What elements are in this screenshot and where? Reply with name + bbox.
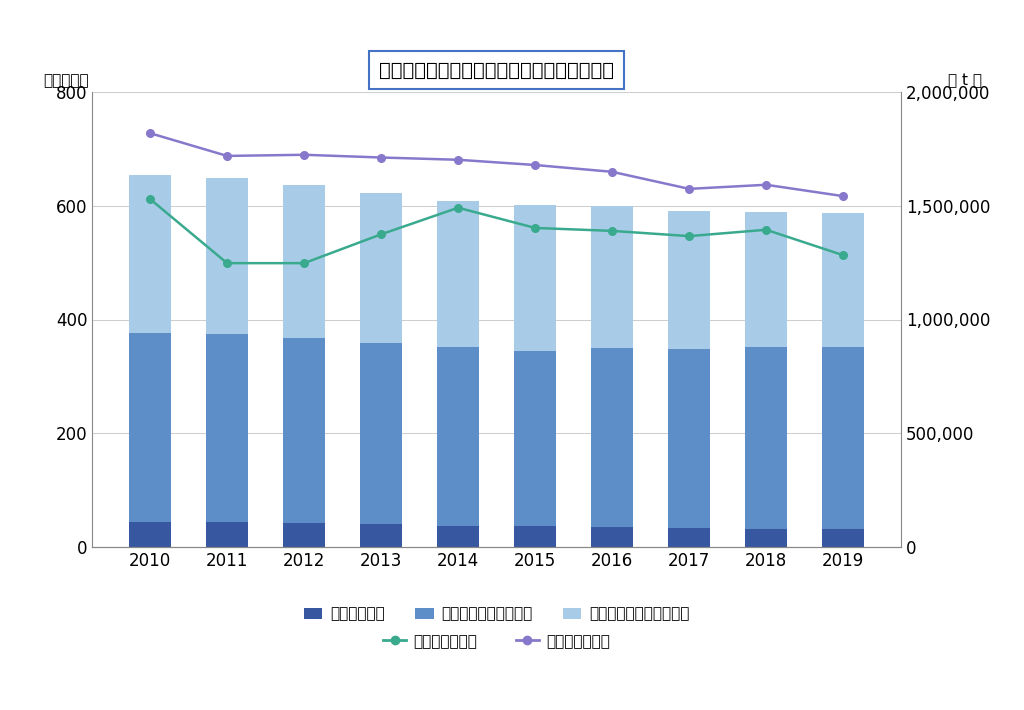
Bar	[668, 211, 711, 349]
Bar	[129, 522, 171, 547]
Bar	[437, 201, 479, 346]
Bar	[514, 526, 556, 547]
Bar	[822, 346, 864, 528]
Bar	[206, 334, 248, 523]
Title: 卸売市場市場と水産食用加工品生産量の推移: 卸売市場市場と水産食用加工品生産量の推移	[379, 60, 614, 80]
Bar	[822, 213, 864, 346]
Bar	[668, 349, 711, 528]
Bar	[514, 351, 556, 526]
Text: （ t ）: （ t ）	[948, 72, 982, 88]
Bar	[283, 185, 326, 338]
Bar	[283, 523, 326, 547]
Bar	[129, 175, 171, 332]
Bar	[360, 524, 402, 547]
Bar	[437, 346, 479, 525]
Bar	[745, 212, 787, 346]
Bar	[591, 348, 633, 527]
Text: （市場数）: （市場数）	[44, 72, 89, 88]
Bar	[206, 523, 248, 547]
Bar	[514, 205, 556, 351]
Bar	[129, 332, 171, 522]
Bar	[360, 193, 402, 344]
Legend: 生鮮冷凍水産物, 水産食用加工品: 生鮮冷凍水産物, 水産食用加工品	[377, 628, 616, 655]
Bar	[745, 528, 787, 547]
Bar	[283, 338, 326, 523]
Bar	[206, 178, 248, 334]
Bar	[591, 527, 633, 547]
Bar	[437, 525, 479, 547]
Bar	[668, 528, 711, 547]
Bar	[360, 344, 402, 524]
Bar	[591, 206, 633, 348]
Bar	[745, 346, 787, 528]
Bar	[822, 528, 864, 547]
